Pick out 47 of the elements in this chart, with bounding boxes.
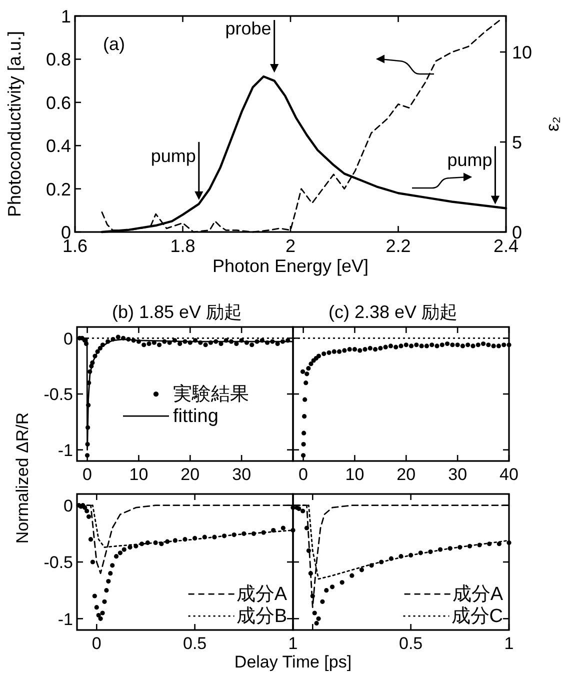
x-tick-label: 2 [285,236,296,256]
x-axis-title: Photon Energy [eV] [212,256,369,276]
annotation: probe [225,18,272,38]
y-tick-label: 0 [64,329,73,348]
x-axis-title: Delay Time [ps] [234,652,352,672]
x-tick-label: 1.8 [170,236,196,256]
chart-title: (c) 2.38 eV 励起 [328,302,458,322]
legend-label: 成分B [236,606,287,627]
x-tick-label: 10 [129,465,148,484]
y-tick-label: 0 [64,496,73,516]
annotation: pump [447,150,492,170]
y-tick-label: 0.4 [46,136,71,156]
legend-label: 成分C [451,606,503,627]
y2-tick-label: 5 [512,132,522,152]
y-tick-label: -0.5 [44,385,73,404]
annotation: (a) [103,34,125,54]
x-tick-label: 30 [232,465,252,484]
y-tick-label: -1 [58,610,73,629]
y-tick-label: 0.8 [46,50,71,70]
chart-title: (b) 1.85 eV 励起 [112,302,242,322]
y-tick-label: -1 [58,440,73,460]
y-tick-label: -0.5 [44,553,73,572]
legend-label: fitting [173,406,218,427]
x-tick-label: 2.2 [386,236,411,256]
y-axis-title: Normalized ΔR/R [12,412,32,544]
x-tick-label: 1 [504,634,514,653]
x-tick-label: 0.5 [183,634,207,653]
y-tick-label: 0.6 [46,92,71,113]
x-tick-label: 10 [345,465,364,484]
x-tick-label: 20 [180,465,200,484]
legend-label: 成分A [452,584,504,605]
y2-tick-label: 10 [512,42,532,62]
x-tick-label: 0 [298,465,308,484]
y-tick-label: 1 [60,6,71,26]
legend-label: 実験結果 [173,383,249,405]
annotation: pump [150,146,196,166]
x-tick-label: 0.5 [399,634,423,653]
x-tick-label: 30 [448,465,468,484]
y2-axis-title: ε₂ [542,116,562,132]
legend-label: 成分A [236,584,288,605]
y-axis-title: Photoconductivity [a.u.] [4,30,24,218]
x-tick-label: 20 [396,465,416,484]
x-tick-label: 0 [92,634,102,653]
x-tick-label: 1 [288,634,298,653]
x-tick-label: 0 [82,465,92,484]
x-tick-label: 40 [500,465,518,484]
y-tick-label: 0.2 [46,179,71,200]
